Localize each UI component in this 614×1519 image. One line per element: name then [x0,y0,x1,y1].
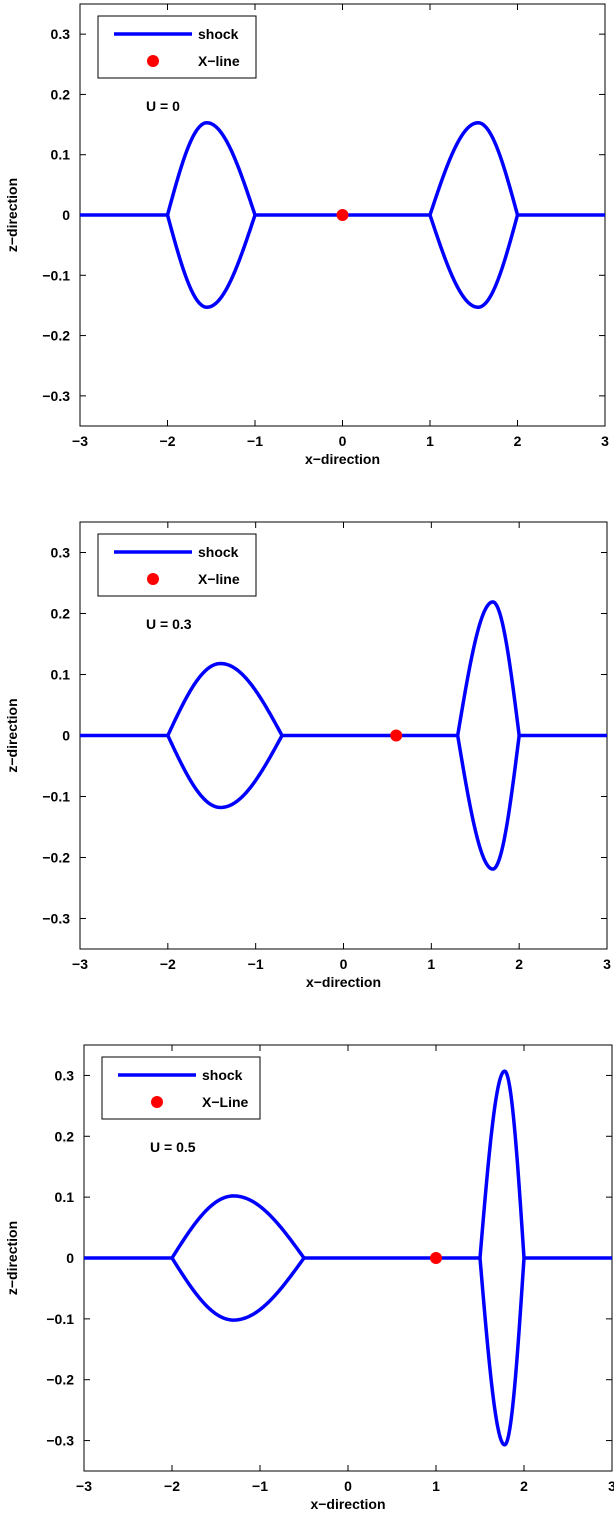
y-axis-label: z−direction [4,1221,20,1295]
x-tick-label: −2 [160,956,176,972]
y-tick-label: 0 [66,1250,74,1266]
x-axis-label: x−direction [306,974,381,990]
y-tick-label: −0.3 [46,1433,74,1449]
x-axis-label: x−direction [310,1496,385,1512]
x-tick-label: 0 [339,433,347,449]
y-tick-label: 0.1 [51,147,71,163]
shock-curve-1-lower [166,734,284,810]
shock-curve-2-upper [428,121,520,216]
x-tick-label: 3 [601,433,609,449]
x-tick-label: −3 [72,433,88,449]
legend-box [97,15,257,79]
y-tick-label: 0.3 [55,1067,75,1083]
x-tick-label: −1 [252,1478,268,1494]
y-tick-label: −0.2 [42,328,70,344]
shock-curve-1-upper [170,1194,306,1260]
legend-entry-label: X−line [198,53,240,69]
legend-xline-swatch [147,55,159,67]
x-tick-label: 2 [520,1478,528,1494]
legend-xline-swatch [147,573,159,585]
legend-entry-label: shock [202,1067,243,1083]
x-tick-label: 2 [515,956,523,972]
legend-entry-label: shock [198,26,239,42]
legend-box [101,1056,261,1120]
y-tick-label: −0.1 [42,789,70,805]
legend-entry-label: X−line [198,571,240,587]
x-tick-label: −2 [160,433,176,449]
y-tick-label: 0 [62,207,70,223]
shock-curve-1-lower [170,1256,306,1322]
x-tick-label: 3 [608,1478,614,1494]
y-tick-label: 0.1 [51,667,71,683]
velocity-annotation: U = 0.5 [150,1139,196,1155]
x-line-point [430,1252,442,1264]
x-tick-label: 0 [340,956,348,972]
legend-box [97,533,257,597]
x-tick-label: 0 [344,1478,352,1494]
shock-curve-1-lower [165,214,257,309]
x-tick-label: −3 [72,956,88,972]
legend-entry-label: X−Line [202,1094,249,1110]
y-tick-label: 0.3 [51,545,71,561]
x-tick-label: 1 [432,1478,440,1494]
y-axis-label: z−direction [4,698,20,772]
legend-xline-swatch [151,1096,163,1108]
y-tick-label: 0.3 [51,26,71,42]
x-tick-label: 1 [427,956,435,972]
chart-panel-1: −3 −2 −1 0 1 2 3 −0.3 −0.2 −0.1 0 0.1 0.2 0.3 x−direct… [4,3,609,467]
x-tick-label: −1 [247,433,263,449]
y-tick-label: −0.2 [42,850,70,866]
y-tick-label: 0.2 [51,86,71,102]
y-tick-label: −0.3 [42,388,70,404]
x-tick-label: 2 [514,433,522,449]
velocity-annotation: U = 0 [146,98,180,114]
x-tick-label: −2 [164,1478,180,1494]
x-line-point [336,209,349,221]
shock-curve-1-upper [166,661,284,737]
y-tick-label: 0.1 [55,1189,75,1205]
x-tick-label: 1 [426,433,434,449]
y-tick-label: −0.1 [42,267,70,283]
x-tick-label: 3 [603,956,611,972]
x-tick-label: −3 [76,1478,92,1494]
x-tick-label: −1 [248,956,264,972]
chart-panel-3: −3 −2 −1 0 1 2 3 −0.3 −0.2 −0.1 0 0.1 0.2 0.3 x−direct… [4,1044,614,1512]
y-tick-label: 0.2 [51,606,71,622]
y-tick-label: −0.1 [46,1311,74,1327]
shock-curve-2-upper [478,1069,526,1259]
y-tick-label: 0.2 [55,1128,75,1144]
y-tick-label: −0.2 [46,1372,74,1388]
shock-curve-2-lower [478,1257,526,1447]
shock-curve-2-lower [428,214,520,309]
x-axis-label: x−direction [305,451,380,467]
x-line-point [390,729,403,742]
shock-curve-2-upper [455,600,521,736]
legend-entry-label: shock [198,544,239,560]
shock-curve-2-lower [455,735,521,871]
shock-curve-1-upper [165,121,257,216]
y-tick-label: 0 [62,728,70,744]
chart-panel-2: −3 −2 −1 0 1 2 3 −0.3 −0.2 −0.1 0 0.1 0.2 0.3 x−direct… [4,521,611,990]
y-axis-label: z−direction [4,178,20,252]
y-tick-label: −0.3 [42,911,70,927]
velocity-annotation: U = 0.3 [146,616,192,632]
